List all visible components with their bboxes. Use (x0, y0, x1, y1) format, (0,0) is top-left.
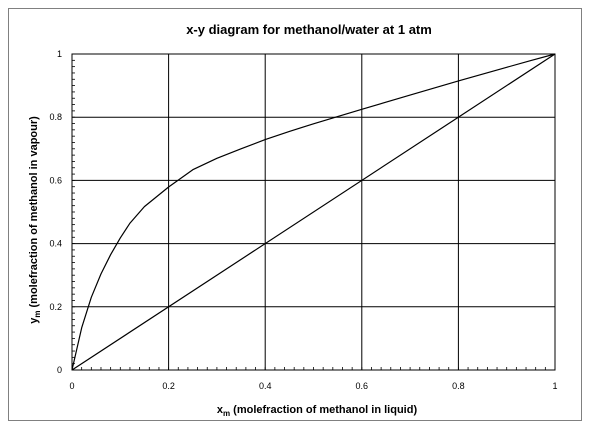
y-tick-label: 0.8 (49, 112, 62, 122)
x-tick-label: 0.4 (259, 381, 272, 391)
x-tick-label: 0 (69, 381, 74, 391)
x-tick-label: 1 (552, 381, 557, 391)
x-tick-label: 0.8 (452, 381, 465, 391)
y-tick-labels: 0 0.2 0.4 0.6 0.8 1 (49, 49, 62, 375)
y-tick-label: 0.2 (49, 302, 62, 312)
diagonal-line (71, 53, 556, 371)
x-tick-label: 0.2 (162, 381, 175, 391)
y-tick-label: 0 (57, 365, 62, 375)
y-axis-label: ym (molefraction of methanol in vapour) (28, 116, 42, 324)
equilibrium-curve (71, 53, 556, 371)
chart-title: x-y diagram for methanol/water at 1 atm (186, 22, 432, 37)
xy-diagram-chart: x-y diagram for methanol/water at 1 atm … (28, 22, 558, 418)
x-tick-label: 0.6 (356, 381, 369, 391)
x-tick-labels: 0 0.2 0.4 0.6 0.8 1 (69, 381, 557, 391)
x-axis-label: xm (molefraction of methanol in liquid) (217, 404, 418, 418)
chart-figure: x-y diagram for methanol/water at 1 atm … (8, 8, 582, 421)
y-tick-label: 0.4 (49, 239, 62, 249)
y-tick-label: 1 (57, 49, 62, 59)
y-tick-label: 0.6 (49, 175, 62, 185)
series-group (71, 53, 556, 371)
